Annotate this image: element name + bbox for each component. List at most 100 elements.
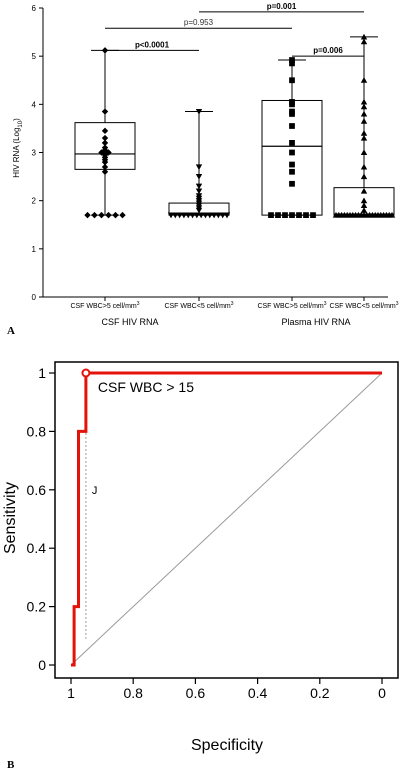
- data-point: [215, 212, 222, 219]
- data-point: [360, 163, 368, 170]
- data-point: [360, 187, 368, 194]
- data-point: [289, 57, 295, 63]
- data-point: [289, 139, 295, 146]
- y-tick-label: 0: [38, 657, 46, 673]
- data-point: [289, 77, 295, 84]
- p-value-label: p=0.001: [267, 2, 297, 11]
- data-point: [195, 174, 203, 180]
- data-point: [296, 212, 302, 218]
- data-point: [289, 123, 295, 129]
- data-point: [289, 212, 295, 218]
- y-tick-label: 4: [32, 100, 37, 109]
- data-point: [101, 127, 109, 135]
- y-tick-label: 0: [32, 293, 37, 302]
- y-tick-label: 1: [38, 365, 46, 381]
- data-point: [360, 149, 368, 156]
- data-point: [180, 212, 188, 219]
- y-tick-label: 0.2: [27, 599, 47, 615]
- y-tick-label: 3: [32, 149, 37, 158]
- data-point: [360, 173, 368, 180]
- y-tick-label: 0.8: [27, 423, 47, 439]
- x-axis-label: Specificity: [191, 737, 263, 754]
- category-label: CSF WBC>5 cell/mm3: [257, 301, 326, 310]
- data-point: [197, 212, 205, 219]
- data-point: [360, 110, 368, 117]
- data-point: [202, 212, 209, 219]
- threshold-point: [81, 368, 91, 378]
- data-point: [360, 197, 368, 204]
- category-labels: CSF WBC>5 cell/mm3 CSF WBC<5 cell/mm3 CSF …: [70, 301, 398, 310]
- data-point: [289, 161, 295, 168]
- data-point: [101, 134, 109, 142]
- data-point: [206, 212, 213, 219]
- data-point: [195, 108, 203, 115]
- data-point: [101, 108, 109, 115]
- data-point: [360, 98, 368, 105]
- reference-diagonal: [70, 372, 383, 666]
- p-value-label: p=0.006: [313, 46, 343, 55]
- data-point: [360, 33, 368, 40]
- roc-axes: 0 0.2 0.4 0.6 0.8 1 1 0.8 0.6 0.4 0.2 0: [27, 361, 399, 701]
- data-point: [360, 130, 368, 136]
- data-point: [289, 99, 295, 105]
- data-point: [360, 134, 368, 141]
- data-point: [119, 211, 126, 219]
- data-point: [219, 212, 226, 219]
- data-point: [193, 212, 201, 219]
- data-point: [360, 77, 368, 83]
- data-point: [112, 211, 119, 219]
- data-point: [388, 211, 396, 218]
- x-tick-label: 0.6: [186, 685, 206, 701]
- box: [261, 99, 323, 216]
- data-point: [223, 212, 231, 219]
- roc-panel: 0 0.2 0.4 0.6 0.8 1 1 0.8 0.6 0.4 0.2 0 CSF WBC > 1…: [2, 361, 399, 771]
- box-plot-panel: 0 1 2 3 4 5 6 p<0.0001 p=0.953 p=0.006 p=0.001 HI…: [7, 2, 399, 337]
- data-point: [98, 149, 105, 156]
- y-tick-label: 1: [32, 245, 37, 254]
- x-tick-label: 0.4: [248, 685, 268, 701]
- significance-brackets: p<0.0001 p=0.953 p=0.006 p=0.001: [105, 2, 364, 57]
- category-label: CSF WBC<5 cell/mm3: [329, 301, 398, 310]
- data-point: [101, 163, 109, 171]
- y-tick-label: 2: [32, 197, 37, 206]
- data-point: [360, 117, 368, 124]
- panel-letter-a: A: [7, 325, 15, 337]
- group-label-csf: CSF HIV RNA: [101, 317, 158, 327]
- y-axis-label-roc: Sensitivity: [2, 482, 19, 554]
- data-point: [289, 168, 295, 175]
- data-point: [172, 212, 179, 219]
- data-point: [101, 139, 109, 147]
- youden-label: J: [92, 485, 98, 497]
- panel-letter-b: B: [7, 759, 15, 771]
- data-point: [101, 168, 109, 175]
- data-point: [195, 164, 203, 171]
- y-tick-label: 0.6: [27, 482, 47, 498]
- group-label-plasma: Plasma HIV RNA: [281, 317, 350, 327]
- p-value-label: p<0.0001: [135, 40, 170, 49]
- y-axis-label: HIV RNA (Log10): [12, 118, 24, 178]
- data-point: [189, 212, 196, 219]
- category-label: CSF WBC<5 cell/mm3: [164, 301, 233, 310]
- data-point: [360, 202, 368, 209]
- x-tick-label: 0.8: [123, 685, 143, 701]
- data-point: [91, 211, 98, 219]
- data-point: [195, 183, 203, 190]
- data-point: [289, 180, 295, 187]
- x-tick-label: 0.2: [310, 685, 330, 701]
- data-point: [289, 108, 295, 115]
- data-point: [360, 38, 368, 45]
- box-plot-axes: 0 1 2 3 4 5 6: [32, 4, 388, 302]
- data-point: [176, 212, 183, 219]
- box-plot-boxes: [74, 36, 395, 216]
- box-plot-points: [84, 33, 396, 219]
- p-value-label: p=0.953: [184, 18, 214, 27]
- data-point: [195, 193, 203, 200]
- x-tick-label: 1: [67, 685, 75, 701]
- plot-frame: [54, 361, 399, 679]
- data-point: [98, 211, 105, 219]
- data-point: [84, 211, 91, 219]
- data-point: [360, 207, 368, 213]
- data-point: [105, 149, 112, 156]
- y-tick-label: 0.4: [27, 540, 47, 556]
- data-point: [210, 212, 218, 219]
